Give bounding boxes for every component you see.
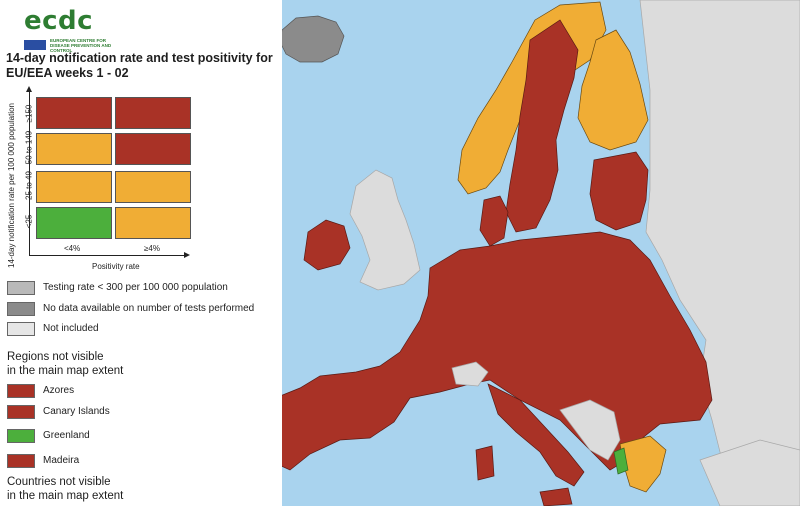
legend-swatch: [7, 281, 35, 295]
map-sweden: [505, 19, 579, 233]
map-title: 14-day notification rate and test positi…: [6, 51, 273, 80]
map-uk: [349, 169, 421, 291]
y-axis-line: [29, 88, 30, 255]
map-finland: [577, 29, 649, 151]
matrix-cell: [115, 133, 191, 165]
regions-heading: Regions not visible in the main map exte…: [7, 350, 123, 378]
x-axis-label: Positivity rate: [92, 262, 140, 271]
row-label: <25: [24, 214, 34, 229]
regions-heading-line2: in the main map extent: [7, 365, 124, 377]
map-turkey: [699, 439, 800, 506]
map-balkans: [559, 399, 621, 461]
map-continent: [267, 231, 713, 471]
row-label: 50 to 149: [24, 130, 34, 165]
matrix-cell: [115, 207, 191, 239]
column-label: <4%: [64, 244, 81, 253]
matrix-cell: [36, 133, 112, 165]
region-swatch: [7, 454, 35, 468]
matrix-cell: [36, 207, 112, 239]
legend-swatch: [7, 322, 35, 336]
eu-flag-icon: [24, 40, 46, 50]
countries-heading-line2: in the main map extent: [7, 490, 124, 502]
regions-heading-line1: Regions not visible: [7, 351, 104, 363]
map-east: [639, 0, 800, 506]
x-axis-line: [29, 255, 186, 256]
legend-label: No data available on number of tests per…: [43, 303, 255, 314]
map-denmark: [479, 195, 509, 247]
legend-label: Testing rate < 300 per 100 000 populatio…: [43, 282, 228, 293]
region-swatch: [7, 405, 35, 419]
legend-label: Not included: [43, 323, 99, 334]
region-label: Madeira: [43, 455, 80, 466]
region-swatch: [7, 429, 35, 443]
map-sardinia: [475, 445, 495, 481]
countries-heading-line1: Countries not visible: [7, 476, 111, 488]
map-baltics: [589, 151, 649, 231]
x-axis-arrow-icon: [184, 252, 190, 258]
region-label: Canary Islands: [43, 406, 110, 417]
legend-swatch: [7, 302, 35, 316]
y-axis-label: 14-day notification rate per 100 000 pop…: [7, 102, 16, 268]
region-label: Greenland: [43, 430, 90, 441]
map-albania: [613, 447, 629, 475]
matrix-cell: [36, 171, 112, 203]
map-italy: [487, 383, 585, 487]
map-ireland: [303, 219, 351, 271]
matrix-cell: [115, 171, 191, 203]
map-iceland: [279, 15, 345, 63]
region-label: Azores: [43, 385, 75, 396]
logo-text: ecdc: [24, 6, 94, 36]
matrix-cell: [36, 97, 112, 129]
y-axis-arrow-icon: [26, 86, 32, 92]
map-sicily: [539, 487, 573, 506]
countries-heading: Countries not visible in the main map ex…: [7, 475, 123, 503]
matrix-cell: [115, 97, 191, 129]
column-label: ≥4%: [144, 244, 160, 253]
map-switzerland: [451, 361, 489, 387]
row-label: 25 to 49: [24, 171, 34, 200]
logo-subtitle: EUROPEAN CENTRE FOR DISEASE PREVENTION A…: [50, 38, 112, 53]
region-swatch: [7, 384, 35, 398]
legend-panel: ecdc EUROPEAN CENTRE FOR DISEASE PREVENT…: [0, 0, 282, 506]
